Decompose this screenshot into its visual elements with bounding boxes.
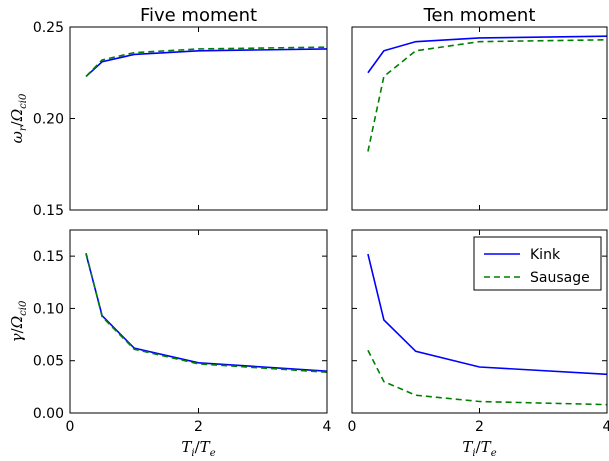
- panel-3: 0.00 0.05 0.10 0.15 0 2 4 Ti​/Te​ γ/Ωci0​: [8, 229, 332, 459]
- series-line-kink: [85, 48, 328, 78]
- series-line-sausage: [85, 46, 328, 77]
- series-line-kink: [367, 253, 608, 376]
- legend: Kink Sausage: [473, 236, 602, 291]
- series-line-sausage: [367, 349, 608, 406]
- plot-frame: [351, 26, 608, 211]
- panel-4: 0 2 4 Ti​/Te​ Kink Sausage: [348, 229, 609, 459]
- legend-box: [473, 236, 602, 291]
- y-tick-label: 0.20: [33, 112, 64, 128]
- x-axis-label: Ti​/Te​: [462, 438, 496, 459]
- panel-1: 0.15 0.20 0.25 Five moment ωr​/Ωci0​: [8, 5, 328, 219]
- x-tick-label: 2: [475, 419, 484, 435]
- y-tick-label: 0.15: [33, 203, 64, 219]
- x-tick-label: 0: [348, 419, 357, 435]
- series-line-sausage: [85, 252, 328, 374]
- x-tick-label: 4: [603, 419, 609, 435]
- y-tick-label: 0.00: [33, 406, 64, 422]
- x-axis-label: Ti​/Te​: [181, 438, 215, 459]
- x-tick-label: 0: [66, 419, 75, 435]
- x-tick-label: 2: [194, 419, 203, 435]
- legend-label-sausage: Sausage: [530, 270, 590, 286]
- panel-title: Five moment: [140, 5, 257, 26]
- series-line-sausage: [367, 39, 608, 152]
- plot-frame: [69, 26, 328, 211]
- y-tick-label: 0.25: [33, 20, 64, 36]
- y-tick-label: 0.05: [33, 354, 64, 370]
- series-line-kink: [367, 35, 608, 74]
- panel-2: Ten moment: [351, 5, 608, 211]
- legend-label-kink: Kink: [530, 247, 561, 263]
- y-axis-label: ωr​/Ωci0​: [8, 93, 29, 143]
- y-axis-label: γ/Ωci0​: [8, 300, 29, 342]
- y-tick-label: 0.10: [33, 301, 64, 317]
- panel-title: Ten moment: [423, 5, 536, 26]
- series-line-kink: [85, 253, 328, 372]
- y-tick-label: 0.15: [33, 249, 64, 265]
- x-tick-label: 4: [323, 419, 332, 435]
